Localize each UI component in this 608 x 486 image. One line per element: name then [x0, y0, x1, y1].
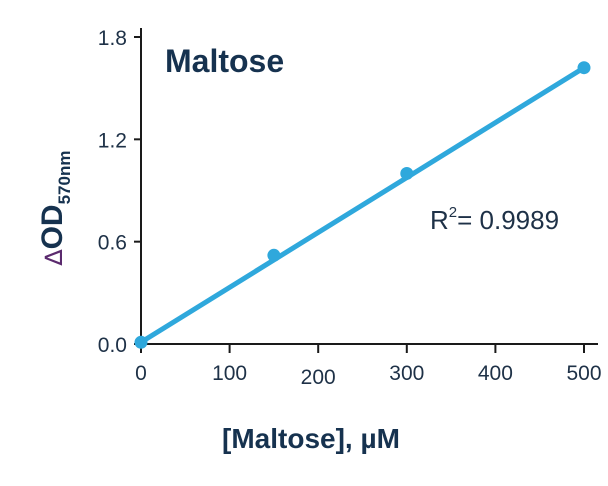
ticks: 0.0 0.6 1.2 1.8 0 100 200 300 400 500	[98, 27, 602, 389]
data-point	[134, 335, 148, 349]
x-tick-label: 500	[566, 362, 601, 385]
y-axis-label-subscript: 570nm	[55, 151, 74, 205]
r-value: = 0.9989	[457, 205, 559, 235]
y-axis-label-main: OD	[36, 204, 69, 249]
x-tick-label: 100	[212, 362, 247, 385]
x-tick-label: 300	[389, 362, 424, 385]
x-axis-label: [Maltose], µM	[222, 423, 400, 454]
y-tick-label: 1.8	[98, 27, 127, 50]
data-point	[267, 248, 281, 262]
y-tick-label: 0.6	[98, 232, 127, 255]
fit-line	[138, 65, 587, 345]
x-tick-label: 0	[135, 362, 147, 385]
y-tick-label: 1.2	[98, 129, 127, 152]
axes	[140, 28, 598, 345]
marks	[134, 61, 591, 349]
chart-title: Maltose	[165, 43, 284, 79]
y-tick-label: 0.0	[98, 334, 127, 357]
r-superscript: 2	[449, 204, 457, 221]
y-axis-label-symbol: ∆	[40, 248, 68, 266]
y-axis-label: ∆OD570nm	[36, 151, 74, 267]
r-label: R	[430, 205, 449, 235]
x-tick-label: 400	[478, 362, 513, 385]
r-squared-annotation: R2= 0.9989	[430, 204, 559, 235]
svg-text:∆OD570nm: ∆OD570nm	[36, 151, 74, 267]
data-point	[400, 166, 414, 180]
data-point	[577, 61, 591, 75]
x-tick-label: 200	[301, 366, 336, 389]
